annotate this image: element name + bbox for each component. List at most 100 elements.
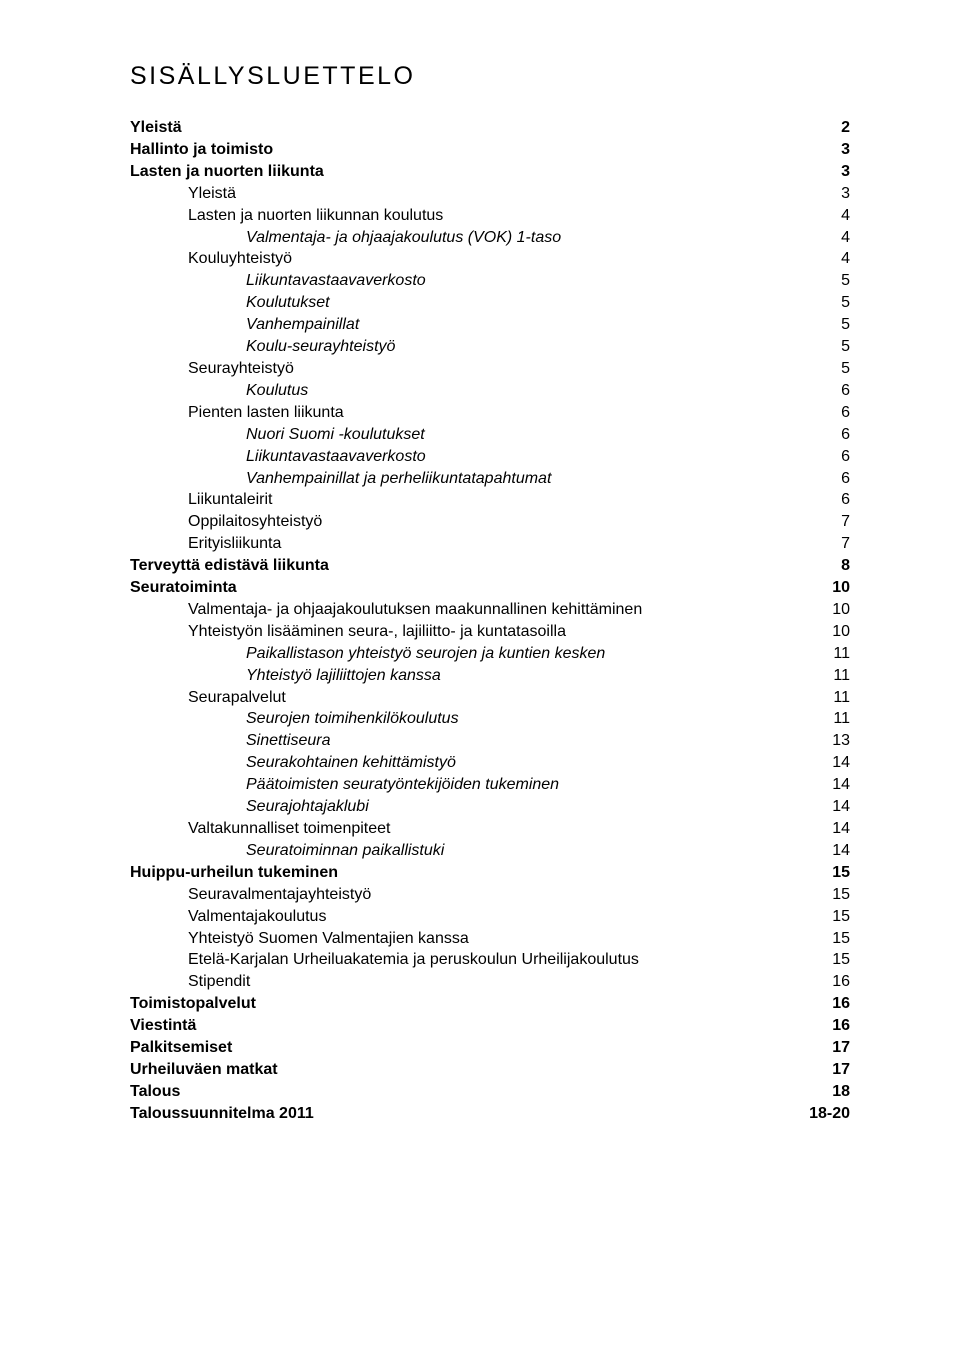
toc-label: Liikuntaleirit bbox=[130, 489, 800, 511]
toc-page: 18 bbox=[800, 1081, 850, 1103]
toc-label: Koulutus bbox=[130, 380, 800, 402]
toc-page: 3 bbox=[800, 139, 850, 161]
toc-label: Yleistä bbox=[130, 117, 800, 139]
toc-row: Lasten ja nuorten liikunnan koulutus4 bbox=[130, 205, 850, 227]
toc-page: 14 bbox=[800, 774, 850, 796]
toc-page: 6 bbox=[800, 468, 850, 490]
toc-label: Kouluyhteistyö bbox=[130, 248, 800, 270]
toc-row: Yleistä3 bbox=[130, 183, 850, 205]
toc-row: Yhteistyön lisääminen seura-, lajiliitto… bbox=[130, 621, 850, 643]
toc-page: 11 bbox=[800, 687, 850, 709]
toc-page: 7 bbox=[800, 533, 850, 555]
toc-label: Vanhempainillat bbox=[130, 314, 800, 336]
toc-page: 6 bbox=[800, 489, 850, 511]
toc-page: 15 bbox=[800, 906, 850, 928]
toc-page: 14 bbox=[800, 818, 850, 840]
toc-page: 6 bbox=[800, 424, 850, 446]
toc-row: Vanhempainillat5 bbox=[130, 314, 850, 336]
toc-row: Pienten lasten liikunta6 bbox=[130, 402, 850, 424]
toc-row: Liikuntaleirit6 bbox=[130, 489, 850, 511]
toc-page: 5 bbox=[800, 314, 850, 336]
toc-page: 5 bbox=[800, 292, 850, 314]
toc-label: Seuravalmentajayhteistyö bbox=[130, 884, 800, 906]
toc-label: Lasten ja nuorten liikunta bbox=[130, 161, 800, 183]
toc-page: 7 bbox=[800, 511, 850, 533]
toc-row: Urheiluväen matkat17 bbox=[130, 1059, 850, 1081]
toc-row: Seurapalvelut11 bbox=[130, 687, 850, 709]
toc-page: 4 bbox=[800, 205, 850, 227]
toc-label: Valmentajakoulutus bbox=[130, 906, 800, 928]
toc-page: 10 bbox=[800, 621, 850, 643]
toc-row: Paikallistason yhteistyö seurojen ja kun… bbox=[130, 643, 850, 665]
toc-page: 15 bbox=[800, 949, 850, 971]
toc-page: 6 bbox=[800, 446, 850, 468]
toc-row: Valtakunnalliset toimenpiteet14 bbox=[130, 818, 850, 840]
toc-label: Urheiluväen matkat bbox=[130, 1059, 800, 1081]
toc-row: Toimistopalvelut16 bbox=[130, 993, 850, 1015]
toc-label: Koulutukset bbox=[130, 292, 800, 314]
toc-row: Yhteistyö Suomen Valmentajien kanssa15 bbox=[130, 928, 850, 950]
toc-row: Liikuntavastaavaverkosto5 bbox=[130, 270, 850, 292]
toc-row: Kouluyhteistyö4 bbox=[130, 248, 850, 270]
toc-label: Taloussuunnitelma 2011 bbox=[130, 1103, 800, 1125]
toc-label: Pienten lasten liikunta bbox=[130, 402, 800, 424]
toc-page: 14 bbox=[800, 796, 850, 818]
toc-label: Palkitsemiset bbox=[130, 1037, 800, 1059]
toc-row: Seurojen toimihenkilökoulutus11 bbox=[130, 708, 850, 730]
toc-page: 16 bbox=[800, 1015, 850, 1037]
toc-label: Seurayhteistyö bbox=[130, 358, 800, 380]
toc-label: Toimistopalvelut bbox=[130, 993, 800, 1015]
toc-row: Seurajohtajaklubi14 bbox=[130, 796, 850, 818]
toc-label: Talous bbox=[130, 1081, 800, 1103]
toc-page: 16 bbox=[800, 993, 850, 1015]
toc-page: 5 bbox=[800, 270, 850, 292]
toc-label: Stipendit bbox=[130, 971, 800, 993]
toc-label: Liikuntavastaavaverkosto bbox=[130, 446, 800, 468]
toc-row: Hallinto ja toimisto3 bbox=[130, 139, 850, 161]
toc-label: Yhteistyö lajiliittojen kanssa bbox=[130, 665, 800, 687]
toc-row: Huippu-urheilun tukeminen15 bbox=[130, 862, 850, 884]
toc-page: 15 bbox=[800, 884, 850, 906]
toc-row: Sinettiseura13 bbox=[130, 730, 850, 752]
toc-label: Terveyttä edistävä liikunta bbox=[130, 555, 800, 577]
table-of-contents: Yleistä2Hallinto ja toimisto3Lasten ja n… bbox=[130, 117, 850, 1125]
toc-page: 8 bbox=[800, 555, 850, 577]
toc-page: 6 bbox=[800, 402, 850, 424]
toc-page: 5 bbox=[800, 336, 850, 358]
toc-page: 16 bbox=[800, 971, 850, 993]
toc-label: Vanhempainillat ja perheliikuntatapahtum… bbox=[130, 468, 800, 490]
toc-page: 10 bbox=[800, 577, 850, 599]
toc-label: Seurakohtainen kehittämistyö bbox=[130, 752, 800, 774]
toc-page: 4 bbox=[800, 227, 850, 249]
toc-label: Nuori Suomi -koulutukset bbox=[130, 424, 800, 446]
toc-page: 14 bbox=[800, 840, 850, 862]
toc-row: Koulutukset5 bbox=[130, 292, 850, 314]
toc-label: Seurajohtajaklubi bbox=[130, 796, 800, 818]
toc-label: Sinettiseura bbox=[130, 730, 800, 752]
toc-page: 6 bbox=[800, 380, 850, 402]
toc-row: Seuravalmentajayhteistyö15 bbox=[130, 884, 850, 906]
toc-row: Päätoimisten seuratyöntekijöiden tukemin… bbox=[130, 774, 850, 796]
toc-row: Stipendit16 bbox=[130, 971, 850, 993]
toc-label: Hallinto ja toimisto bbox=[130, 139, 800, 161]
toc-label: Viestintä bbox=[130, 1015, 800, 1037]
toc-row: Yhteistyö lajiliittojen kanssa11 bbox=[130, 665, 850, 687]
toc-row: Viestintä16 bbox=[130, 1015, 850, 1037]
toc-label: Valmentaja- ja ohjaajakoulutuksen maakun… bbox=[130, 599, 800, 621]
toc-page: 5 bbox=[800, 358, 850, 380]
toc-row: Taloussuunnitelma 201118-20 bbox=[130, 1103, 850, 1125]
toc-page: 10 bbox=[800, 599, 850, 621]
toc-row: Seuratoiminta10 bbox=[130, 577, 850, 599]
toc-page: 11 bbox=[800, 665, 850, 687]
toc-row: Koulu-seurayhteistyö5 bbox=[130, 336, 850, 358]
toc-row: Liikuntavastaavaverkosto6 bbox=[130, 446, 850, 468]
toc-row: Seurayhteistyö5 bbox=[130, 358, 850, 380]
toc-label: Valmentaja- ja ohjaajakoulutus (VOK) 1-t… bbox=[130, 227, 800, 249]
toc-row: Seuratoiminnan paikallistuki14 bbox=[130, 840, 850, 862]
toc-row: Koulutus6 bbox=[130, 380, 850, 402]
toc-label: Seuratoiminta bbox=[130, 577, 800, 599]
toc-row: Oppilaitosyhteistyö7 bbox=[130, 511, 850, 533]
toc-label: Valtakunnalliset toimenpiteet bbox=[130, 818, 800, 840]
toc-row: Vanhempainillat ja perheliikuntatapahtum… bbox=[130, 468, 850, 490]
toc-label: Paikallistason yhteistyö seurojen ja kun… bbox=[130, 643, 800, 665]
